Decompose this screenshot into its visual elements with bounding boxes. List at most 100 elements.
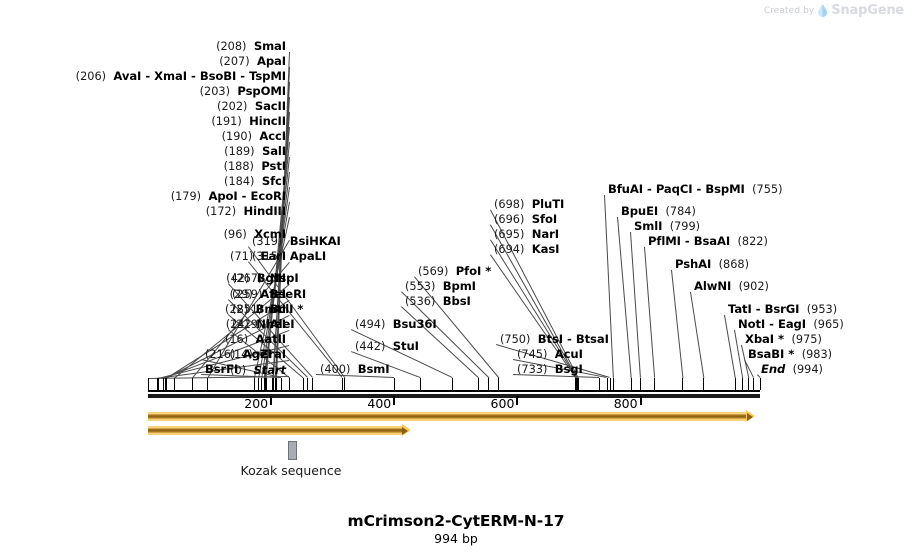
restriction-site-tick [420, 378, 422, 390]
enzyme-site-label[interactable]: (207) ApaI [219, 55, 286, 67]
enzyme-site-label[interactable]: (696) SfoI [494, 213, 557, 225]
enzyme-site-label[interactable]: (494) Bsu36I [355, 318, 437, 330]
enzyme-name-separator: - [236, 69, 250, 83]
enzyme-name: SfcI [261, 174, 286, 188]
enzyme-site-position: (190) [221, 130, 252, 143]
restriction-site-tick [307, 378, 309, 390]
enzyme-site-label[interactable]: (188) PstI [224, 160, 287, 172]
enzyme-site-label[interactable]: (28) BmtI [225, 303, 286, 315]
enzyme-site-label[interactable]: (698) PluTI [494, 198, 564, 210]
enzyme-site-label[interactable]: PflMI - BsaAI (822) [648, 235, 768, 248]
enzyme-site-label[interactable]: BsrFI [205, 363, 238, 375]
enzyme-site-label[interactable]: (229) AleI [232, 318, 295, 330]
enzyme-site-label[interactable]: (569) PfoI * [418, 265, 491, 277]
restriction-site-tick [165, 378, 167, 390]
enzyme-site-label[interactable]: (24) NheI [226, 318, 286, 330]
enzyme-site-label[interactable]: BpuEI (784) [621, 205, 696, 217]
enzyme-site-label[interactable]: (179) ApoI - EcoRI [171, 189, 286, 203]
restriction-site-tick [734, 378, 736, 390]
enzyme-site-label[interactable]: (442) StuI [355, 340, 419, 353]
enzyme-site-position: (267) [232, 272, 263, 285]
feature-arrow-shaft [148, 412, 746, 421]
enzyme-site-position: (983) [801, 348, 833, 361]
enzyme-site-label[interactable]: (319) BsiHKAI [252, 235, 341, 247]
enzyme-site-label[interactable]: (267) NspI [232, 272, 299, 285]
restriction-site-tick [261, 378, 263, 390]
enzyme-site-label[interactable]: (750) BtsI - BtsaI [500, 332, 609, 346]
restriction-site-tick [682, 378, 684, 390]
enzyme-site-label[interactable]: PshAI (868) [675, 258, 749, 271]
enzyme-name: NotI [738, 317, 766, 331]
enzyme-site-label[interactable]: (184) SfcI [224, 174, 286, 188]
enzyme-site-label[interactable]: (71) EarI [230, 250, 286, 262]
enzyme-name: KasI [531, 242, 560, 256]
enzyme-site-label[interactable]: End (994) [761, 363, 823, 375]
enzyme-site-label[interactable]: (29) AfeI [229, 288, 286, 301]
enzyme-site-label[interactable]: (259) BseRI [232, 287, 307, 301]
restriction-site-tick [165, 378, 167, 390]
enzyme-site-label[interactable]: (695) NarI [494, 228, 559, 240]
enzyme-site-position: (442) [355, 340, 386, 353]
restriction-site-tick [156, 378, 158, 390]
enzyme-name: BseRI [269, 287, 307, 301]
enzyme-name: BclI [269, 302, 294, 316]
enzyme-site-label[interactable]: (694) KasI [494, 242, 560, 256]
restriction-site-tick [748, 378, 750, 390]
enzyme-name: SmaI [253, 39, 286, 53]
enzyme-site-label[interactable]: (745) AcuI [517, 348, 583, 360]
enzyme-site-label[interactable]: XbaI * (975) [745, 333, 822, 345]
enzyme-name: BtsaI [575, 332, 609, 346]
restriction-site-tick [272, 378, 274, 390]
enzyme-site-label[interactable]: (400) BsmI [320, 363, 390, 375]
enzyme-name: SmlI [634, 219, 663, 233]
enzyme-site-label[interactable]: (96) XcmI [224, 228, 286, 240]
enzyme-site-position: (536) [405, 295, 436, 308]
feature-arrow[interactable] [148, 410, 755, 422]
enzyme-site-label[interactable]: (208) SmaI [216, 39, 286, 53]
feature-arrow[interactable] [148, 424, 411, 436]
restriction-site-tick [577, 378, 579, 390]
enzyme-star-marker: * [293, 302, 304, 316]
enzyme-site-label[interactable]: AlwNI (902) [694, 280, 769, 292]
enzyme-name: ApoI [208, 189, 238, 203]
leader-line [671, 269, 684, 378]
enzyme-site-label[interactable]: (553) BpmI [405, 279, 476, 293]
enzyme-site-label[interactable]: (14) ZraI [230, 348, 287, 360]
enzyme-name: HindIII [243, 204, 287, 218]
enzyme-name: XmaI [154, 69, 187, 83]
enzyme-site-label[interactable]: (206) AvaI - XmaI - BsoBI - TspMI [76, 69, 286, 83]
leader-line [604, 194, 614, 378]
restriction-site-tick [394, 378, 396, 390]
enzyme-site-label[interactable]: (190) AccI [221, 130, 287, 143]
kozak-feature-box[interactable] [288, 441, 297, 460]
restriction-site-tick [162, 378, 164, 390]
enzyme-site-label[interactable]: SmlI (799) [634, 219, 700, 233]
enzyme-site-label[interactable]: (42) BglII [226, 272, 286, 284]
enzyme-name: BpmI [442, 279, 476, 293]
enzyme-site-label[interactable]: (0) Start [230, 364, 286, 376]
enzyme-site-label[interactable]: (315) ApaLI [252, 250, 326, 262]
enzyme-site-label[interactable]: (733) BsgI [517, 363, 583, 375]
enzyme-site-label[interactable]: TatI - BsrGI (953) [728, 303, 837, 315]
restriction-site-tick [760, 378, 761, 390]
enzyme-site-position: (29) [229, 288, 253, 301]
ruler-tick [393, 396, 396, 405]
enzyme-name: SalI [261, 144, 286, 158]
enzyme-site-label[interactable]: (251) BclI * [232, 302, 304, 316]
enzyme-site-label[interactable]: (172) HindIII [206, 204, 287, 218]
enzyme-site-position: (868) [718, 258, 749, 271]
enzyme-site-label[interactable]: NotI - EagI (965) [738, 317, 844, 331]
enzyme-name: TspMI [249, 69, 286, 83]
enzyme-site-label[interactable]: BsaBI * (983) [748, 348, 833, 361]
enzyme-site-label[interactable]: (216) AgeI [205, 348, 272, 360]
enzyme-site-label[interactable]: (536) BbsI [405, 295, 471, 308]
enzyme-site-label[interactable]: (189) SalI [224, 144, 286, 158]
restriction-site-tick [207, 378, 209, 390]
enzyme-site-label[interactable]: (191) HincII [211, 115, 286, 127]
enzyme-site-label[interactable]: (202) SacII [217, 100, 286, 112]
enzyme-site-label[interactable]: BfuAI - PaqCI - BspMI (755) [608, 183, 783, 195]
enzyme-site-position: (822) [737, 235, 768, 248]
enzyme-site-label[interactable]: (16) AatII [225, 333, 286, 345]
enzyme-site-label[interactable]: (203) PspOMI [200, 85, 286, 97]
